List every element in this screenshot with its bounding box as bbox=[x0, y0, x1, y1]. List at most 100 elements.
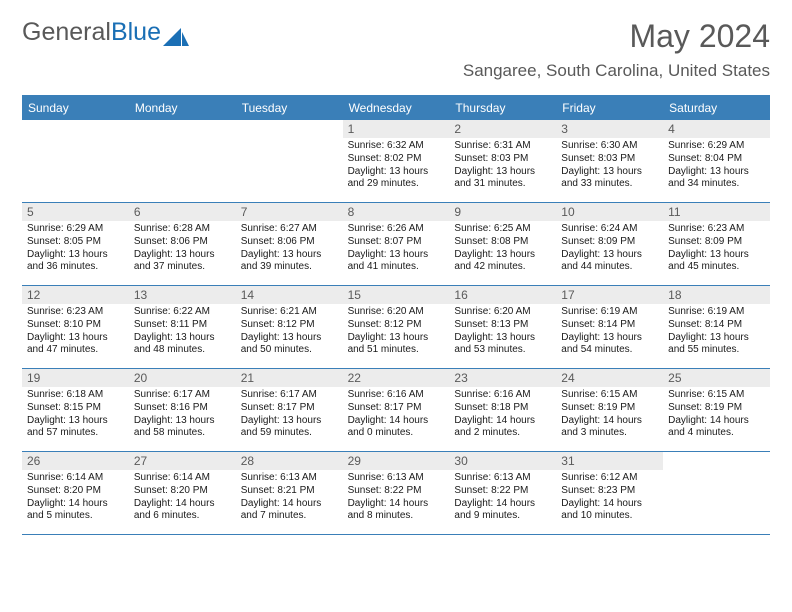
day-cell: 23Sunrise: 6:16 AMSunset: 8:18 PMDayligh… bbox=[449, 369, 556, 451]
day-cell: 10Sunrise: 6:24 AMSunset: 8:09 PMDayligh… bbox=[556, 203, 663, 285]
day-cell: 4Sunrise: 6:29 AMSunset: 8:04 PMDaylight… bbox=[663, 120, 770, 202]
day-cell: 14Sunrise: 6:21 AMSunset: 8:12 PMDayligh… bbox=[236, 286, 343, 368]
day-details: Sunrise: 6:27 AMSunset: 8:06 PMDaylight:… bbox=[236, 221, 343, 278]
day-number: 19 bbox=[22, 369, 129, 387]
day-details: Sunrise: 6:15 AMSunset: 8:19 PMDaylight:… bbox=[663, 387, 770, 444]
day-details: Sunrise: 6:16 AMSunset: 8:17 PMDaylight:… bbox=[343, 387, 450, 444]
day-cell: 22Sunrise: 6:16 AMSunset: 8:17 PMDayligh… bbox=[343, 369, 450, 451]
day-details: Sunrise: 6:31 AMSunset: 8:03 PMDaylight:… bbox=[449, 138, 556, 195]
day-details: Sunrise: 6:26 AMSunset: 8:07 PMDaylight:… bbox=[343, 221, 450, 278]
day-cell: 8Sunrise: 6:26 AMSunset: 8:07 PMDaylight… bbox=[343, 203, 450, 285]
day-details: Sunrise: 6:13 AMSunset: 8:21 PMDaylight:… bbox=[236, 470, 343, 527]
day-number: 2 bbox=[449, 120, 556, 138]
day-number: 14 bbox=[236, 286, 343, 304]
day-number: 30 bbox=[449, 452, 556, 470]
day-number: 13 bbox=[129, 286, 236, 304]
day-number: 20 bbox=[129, 369, 236, 387]
day-cell: 9Sunrise: 6:25 AMSunset: 8:08 PMDaylight… bbox=[449, 203, 556, 285]
day-cell: 21Sunrise: 6:17 AMSunset: 8:17 PMDayligh… bbox=[236, 369, 343, 451]
day-cell: 11Sunrise: 6:23 AMSunset: 8:09 PMDayligh… bbox=[663, 203, 770, 285]
day-header-row: SundayMondayTuesdayWednesdayThursdayFrid… bbox=[22, 97, 770, 120]
day-number: 11 bbox=[663, 203, 770, 221]
day-cell: 25Sunrise: 6:15 AMSunset: 8:19 PMDayligh… bbox=[663, 369, 770, 451]
day-number bbox=[663, 452, 770, 470]
logo-sail-icon bbox=[163, 24, 189, 42]
week-row: 12Sunrise: 6:23 AMSunset: 8:10 PMDayligh… bbox=[22, 286, 770, 369]
day-cell: 15Sunrise: 6:20 AMSunset: 8:12 PMDayligh… bbox=[343, 286, 450, 368]
day-details: Sunrise: 6:21 AMSunset: 8:12 PMDaylight:… bbox=[236, 304, 343, 361]
weeks-container: 1Sunrise: 6:32 AMSunset: 8:02 PMDaylight… bbox=[22, 120, 770, 535]
day-number: 17 bbox=[556, 286, 663, 304]
day-header-cell: Tuesday bbox=[236, 97, 343, 120]
day-cell: 26Sunrise: 6:14 AMSunset: 8:20 PMDayligh… bbox=[22, 452, 129, 534]
title-block: May 2024 Sangaree, South Carolina, Unite… bbox=[463, 18, 770, 81]
day-details: Sunrise: 6:28 AMSunset: 8:06 PMDaylight:… bbox=[129, 221, 236, 278]
day-number: 25 bbox=[663, 369, 770, 387]
day-number: 6 bbox=[129, 203, 236, 221]
day-cell: 17Sunrise: 6:19 AMSunset: 8:14 PMDayligh… bbox=[556, 286, 663, 368]
day-details: Sunrise: 6:23 AMSunset: 8:09 PMDaylight:… bbox=[663, 221, 770, 278]
week-row: 19Sunrise: 6:18 AMSunset: 8:15 PMDayligh… bbox=[22, 369, 770, 452]
logo: GeneralBlue bbox=[22, 18, 189, 47]
day-cell: 27Sunrise: 6:14 AMSunset: 8:20 PMDayligh… bbox=[129, 452, 236, 534]
day-cell: 3Sunrise: 6:30 AMSunset: 8:03 PMDaylight… bbox=[556, 120, 663, 202]
day-cell: 12Sunrise: 6:23 AMSunset: 8:10 PMDayligh… bbox=[22, 286, 129, 368]
day-details: Sunrise: 6:17 AMSunset: 8:17 PMDaylight:… bbox=[236, 387, 343, 444]
month-title: May 2024 bbox=[463, 18, 770, 55]
day-number: 24 bbox=[556, 369, 663, 387]
day-number: 23 bbox=[449, 369, 556, 387]
day-number: 21 bbox=[236, 369, 343, 387]
day-cell: 28Sunrise: 6:13 AMSunset: 8:21 PMDayligh… bbox=[236, 452, 343, 534]
day-details: Sunrise: 6:19 AMSunset: 8:14 PMDaylight:… bbox=[663, 304, 770, 361]
day-number bbox=[22, 120, 129, 138]
day-number: 9 bbox=[449, 203, 556, 221]
day-details: Sunrise: 6:16 AMSunset: 8:18 PMDaylight:… bbox=[449, 387, 556, 444]
day-cell: 20Sunrise: 6:17 AMSunset: 8:16 PMDayligh… bbox=[129, 369, 236, 451]
day-number: 10 bbox=[556, 203, 663, 221]
day-header-cell: Monday bbox=[129, 97, 236, 120]
day-cell: 2Sunrise: 6:31 AMSunset: 8:03 PMDaylight… bbox=[449, 120, 556, 202]
day-number: 31 bbox=[556, 452, 663, 470]
day-number bbox=[236, 120, 343, 138]
week-row: 5Sunrise: 6:29 AMSunset: 8:05 PMDaylight… bbox=[22, 203, 770, 286]
day-cell bbox=[129, 120, 236, 202]
day-details: Sunrise: 6:30 AMSunset: 8:03 PMDaylight:… bbox=[556, 138, 663, 195]
day-cell: 7Sunrise: 6:27 AMSunset: 8:06 PMDaylight… bbox=[236, 203, 343, 285]
day-number: 16 bbox=[449, 286, 556, 304]
day-number: 22 bbox=[343, 369, 450, 387]
day-details: Sunrise: 6:20 AMSunset: 8:12 PMDaylight:… bbox=[343, 304, 450, 361]
day-number: 8 bbox=[343, 203, 450, 221]
day-header-cell: Friday bbox=[556, 97, 663, 120]
day-details: Sunrise: 6:13 AMSunset: 8:22 PMDaylight:… bbox=[449, 470, 556, 527]
day-details: Sunrise: 6:32 AMSunset: 8:02 PMDaylight:… bbox=[343, 138, 450, 195]
day-cell: 18Sunrise: 6:19 AMSunset: 8:14 PMDayligh… bbox=[663, 286, 770, 368]
day-details: Sunrise: 6:29 AMSunset: 8:04 PMDaylight:… bbox=[663, 138, 770, 195]
day-number: 28 bbox=[236, 452, 343, 470]
day-header-cell: Saturday bbox=[663, 97, 770, 120]
week-row: 1Sunrise: 6:32 AMSunset: 8:02 PMDaylight… bbox=[22, 120, 770, 203]
day-details: Sunrise: 6:24 AMSunset: 8:09 PMDaylight:… bbox=[556, 221, 663, 278]
day-number: 29 bbox=[343, 452, 450, 470]
day-header-cell: Sunday bbox=[22, 97, 129, 120]
day-details: Sunrise: 6:12 AMSunset: 8:23 PMDaylight:… bbox=[556, 470, 663, 527]
week-row: 26Sunrise: 6:14 AMSunset: 8:20 PMDayligh… bbox=[22, 452, 770, 535]
day-details: Sunrise: 6:22 AMSunset: 8:11 PMDaylight:… bbox=[129, 304, 236, 361]
calendar: SundayMondayTuesdayWednesdayThursdayFrid… bbox=[22, 95, 770, 535]
day-cell: 6Sunrise: 6:28 AMSunset: 8:06 PMDaylight… bbox=[129, 203, 236, 285]
day-header-cell: Wednesday bbox=[343, 97, 450, 120]
day-cell: 29Sunrise: 6:13 AMSunset: 8:22 PMDayligh… bbox=[343, 452, 450, 534]
day-cell: 30Sunrise: 6:13 AMSunset: 8:22 PMDayligh… bbox=[449, 452, 556, 534]
day-details: Sunrise: 6:25 AMSunset: 8:08 PMDaylight:… bbox=[449, 221, 556, 278]
logo-text-2: Blue bbox=[111, 18, 161, 47]
day-details: Sunrise: 6:14 AMSunset: 8:20 PMDaylight:… bbox=[129, 470, 236, 527]
day-header-cell: Thursday bbox=[449, 97, 556, 120]
day-details: Sunrise: 6:15 AMSunset: 8:19 PMDaylight:… bbox=[556, 387, 663, 444]
day-number: 27 bbox=[129, 452, 236, 470]
day-cell bbox=[22, 120, 129, 202]
day-number: 26 bbox=[22, 452, 129, 470]
logo-text-1: General bbox=[22, 18, 111, 47]
day-number: 15 bbox=[343, 286, 450, 304]
day-details: Sunrise: 6:18 AMSunset: 8:15 PMDaylight:… bbox=[22, 387, 129, 444]
day-cell: 1Sunrise: 6:32 AMSunset: 8:02 PMDaylight… bbox=[343, 120, 450, 202]
day-details: Sunrise: 6:23 AMSunset: 8:10 PMDaylight:… bbox=[22, 304, 129, 361]
